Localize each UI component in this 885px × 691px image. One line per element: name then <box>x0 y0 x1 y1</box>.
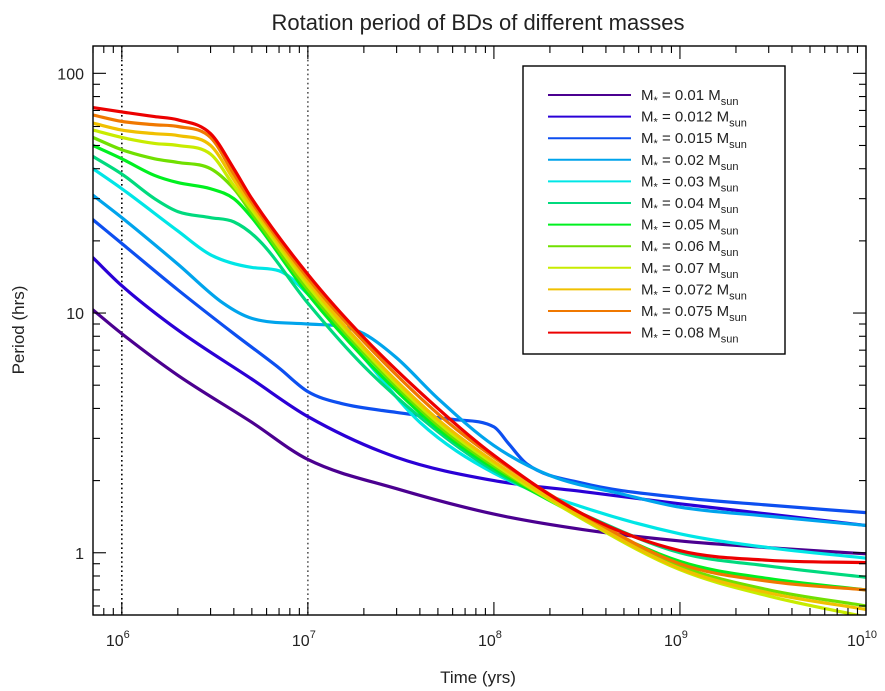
series-lines <box>93 105 866 615</box>
y-tick-label: 1 <box>75 546 84 563</box>
legend-label: M* = 0.05 Msun <box>641 217 738 238</box>
legend-label: M* = 0.08 Msun <box>641 325 738 346</box>
series-line-3 <box>93 218 866 515</box>
series-line-8 <box>93 135 866 608</box>
legend-label: M* = 0.01 Msun <box>641 87 738 108</box>
legend-label: M* = 0.07 Msun <box>641 260 738 281</box>
x-tick-label: 106 <box>106 629 130 650</box>
y-axis-label: Period (hrs) <box>9 286 28 375</box>
series-line-2 <box>93 256 866 528</box>
legend-label: M* = 0.06 Msun <box>641 238 738 259</box>
series-line-7 <box>93 143 866 592</box>
x-tick-label: 108 <box>478 629 502 650</box>
legend-label: M* = 0.075 Msun <box>641 303 747 324</box>
series-line-12 <box>93 105 866 565</box>
x-tick-label: 109 <box>664 629 688 650</box>
plot-frame <box>92 45 867 616</box>
legend-label: M* = 0.015 Msun <box>641 130 747 151</box>
legend-label: M* = 0.03 Msun <box>641 173 738 194</box>
legend-label: M* = 0.072 Msun <box>641 281 747 302</box>
legend-label: M* = 0.04 Msun <box>641 195 738 216</box>
legend-box <box>522 65 786 355</box>
series-line-6 <box>93 154 866 579</box>
series-line-10 <box>93 121 866 612</box>
series-line-1 <box>93 308 866 556</box>
x-tick-label: 107 <box>292 629 316 650</box>
x-axis-label: Time (yrs) <box>440 668 516 687</box>
legend-label: M* = 0.012 Msun <box>641 109 747 130</box>
y-tick-label: 10 <box>66 306 84 323</box>
legend-label: M* = 0.02 Msun <box>641 152 738 173</box>
plot-area: 106 107 108 109 1010 1 10 100 <box>57 45 877 650</box>
series-line-4 <box>93 193 866 528</box>
x-tick-label: 1010 <box>847 629 877 650</box>
chart-title: Rotation period of BDs of different mass… <box>272 10 685 35</box>
y-tick-label: 100 <box>57 66 84 83</box>
series-line-11 <box>93 113 866 592</box>
